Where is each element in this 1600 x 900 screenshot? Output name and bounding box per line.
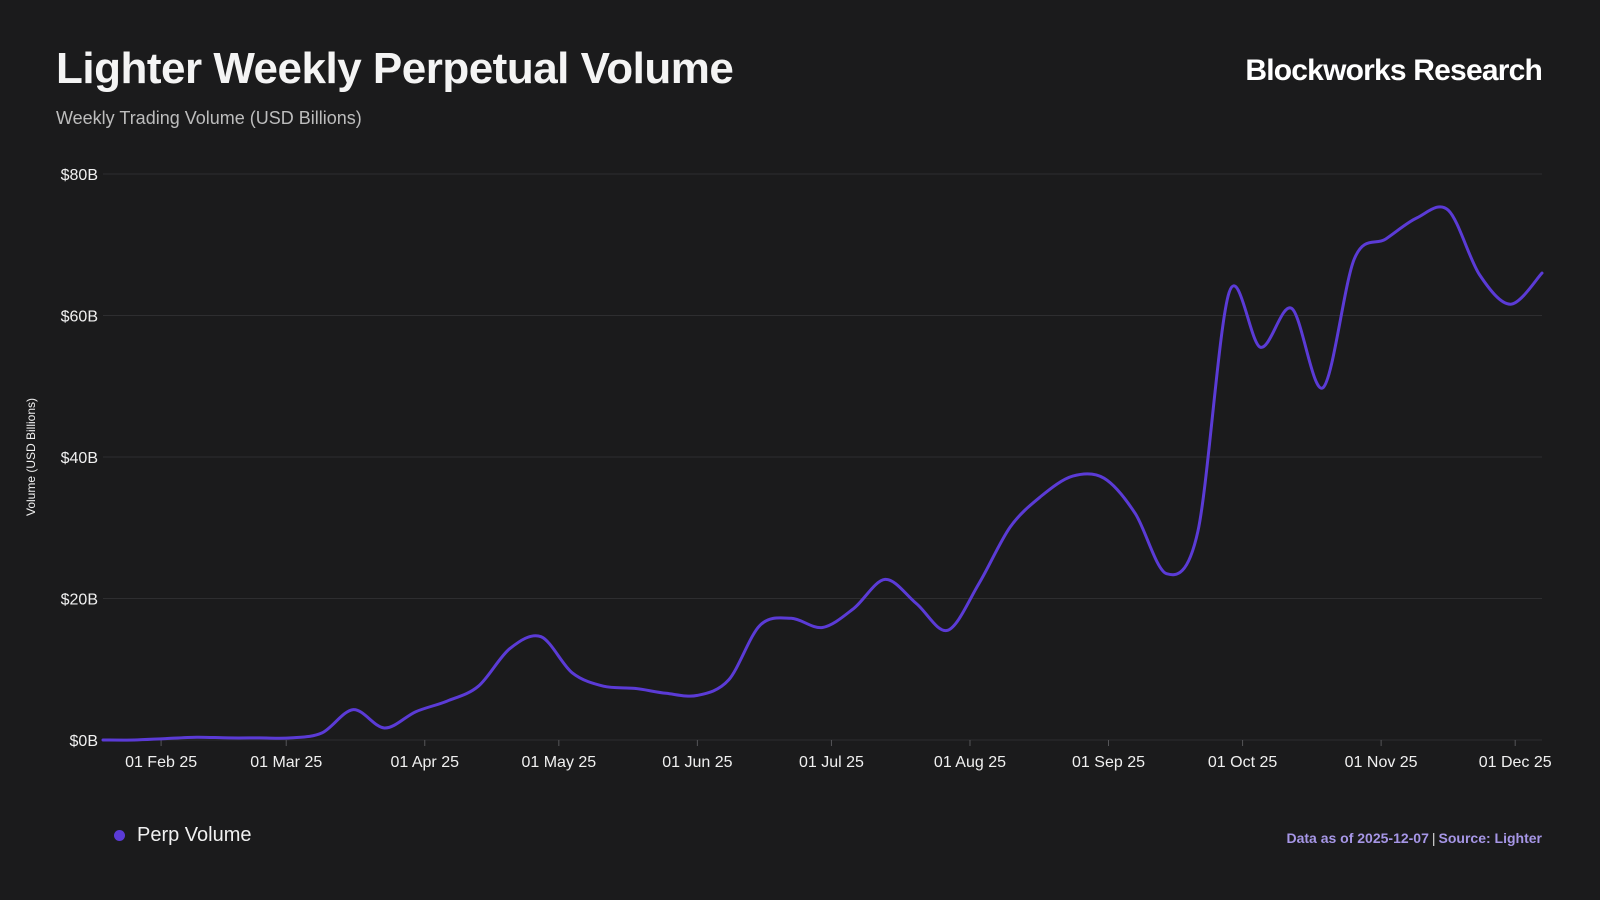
data-point [633, 686, 637, 690]
data-as-of: Data as of 2025-12-07 [1286, 830, 1429, 846]
x-tick-label: 01 Apr 25 [391, 754, 460, 771]
data-point [257, 736, 261, 740]
data-point [320, 731, 324, 735]
data-point [977, 582, 981, 586]
data-point [383, 726, 387, 730]
chart-title: Lighter Weekly Perpetual Volume [56, 44, 734, 93]
x-tick-label: 01 Dec 25 [1479, 754, 1552, 771]
brand-logo: Blockworks Research [1245, 54, 1542, 87]
x-tick-label: 01 May 25 [521, 754, 596, 771]
data-point [1290, 306, 1294, 310]
data-point [1321, 386, 1325, 390]
data-point [1384, 237, 1388, 241]
data-point [414, 710, 418, 714]
chart-subtitle: Weekly Trading Volume (USD Billions) [56, 108, 362, 128]
data-point [570, 671, 574, 675]
data-point [946, 628, 950, 632]
data-point [758, 623, 762, 627]
data-point [727, 678, 731, 682]
data-point [1227, 290, 1231, 294]
data-point [1258, 345, 1262, 349]
x-tick-label: 01 Jun 25 [662, 754, 732, 771]
data-point [508, 647, 512, 651]
y-tick-label: $60B [61, 309, 98, 326]
data-point [1415, 216, 1419, 220]
y-tick-label: $20B [61, 592, 98, 609]
series-line-perp-volume [101, 205, 1544, 742]
data-point [1477, 272, 1481, 276]
x-tick-label: 01 Feb 25 [125, 754, 197, 771]
data-point [1071, 474, 1075, 478]
y-tick-label: $80B [61, 167, 98, 184]
x-tick-label: 01 Oct 25 [1208, 754, 1277, 771]
legend-label: Perp Volume [137, 824, 252, 846]
y-tick-label: $40B [61, 450, 98, 467]
data-point [789, 616, 793, 620]
data-point [852, 606, 856, 610]
data-point [195, 735, 199, 739]
data-point [1540, 271, 1544, 275]
data-point [351, 708, 355, 712]
data-point [664, 691, 668, 695]
data-point [1196, 529, 1200, 533]
y-tick-label: $0B [70, 733, 98, 750]
data-point [164, 737, 168, 741]
data-point [821, 626, 825, 630]
x-tick-label: 01 Sep 25 [1072, 754, 1145, 771]
data-point [602, 684, 606, 688]
data-point [132, 738, 136, 742]
source-note: Data as of 2025-12-07 | Source: Lighter [1286, 830, 1542, 846]
y-axis-label: Volume (USD Billions) [24, 398, 38, 516]
data-point [1165, 572, 1169, 576]
data-point [289, 736, 293, 740]
data-point [1102, 476, 1106, 480]
data-point [883, 577, 887, 581]
data-point [1446, 208, 1450, 212]
legend-marker [114, 830, 125, 841]
source-separator: | [1431, 830, 1436, 846]
x-tick-label: 01 Nov 25 [1345, 754, 1418, 771]
data-point [445, 699, 449, 703]
data-point [1039, 494, 1043, 498]
x-tick-label: 01 Aug 25 [934, 754, 1006, 771]
data-point [1008, 525, 1012, 529]
data-point [695, 693, 699, 697]
source-label: Source: Lighter [1438, 830, 1542, 846]
data-point [101, 738, 105, 742]
data-point [1352, 257, 1356, 261]
data-point [476, 684, 480, 688]
data-point [226, 736, 230, 740]
x-tick-label: 01 Mar 25 [250, 754, 322, 771]
data-point [914, 601, 918, 605]
data-point [1509, 302, 1513, 306]
x-tick-label: 01 Jul 25 [799, 754, 864, 771]
data-point [1133, 512, 1137, 516]
data-point [539, 635, 543, 639]
legend: Perp Volume [114, 824, 252, 847]
